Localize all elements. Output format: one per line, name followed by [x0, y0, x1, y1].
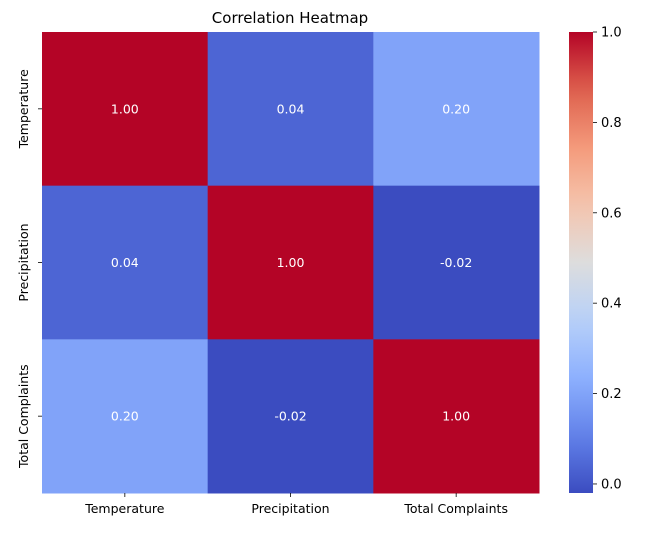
cell-value-label: 1.00: [442, 409, 470, 424]
x-tick-label: Total Complaints: [403, 501, 508, 516]
y-tick-label: Total Complaints: [16, 364, 31, 469]
cell-value-label: -0.02: [274, 409, 306, 424]
colorbar-tick-label: 1.0: [601, 26, 622, 41]
cell-value-label: 0.20: [111, 409, 139, 424]
cell-value-label: 0.04: [277, 101, 305, 116]
heatmap-cell: [42, 339, 209, 494]
heatmap-cell: [207, 32, 374, 187]
heatmap-cells: 1.00 0.04 0.20 0.04 1.00 -0.02 0.20 -0.02 1.00: [42, 32, 540, 494]
colorbar: [569, 32, 593, 493]
heatmap-cell: [373, 339, 540, 494]
colorbar-axis: 0.0 0.2 0.4 0.6 0.8 1.0: [593, 26, 622, 492]
colorbar-tick-label: 0.2: [601, 387, 622, 402]
colorbar-tick-label: 0.0: [601, 477, 622, 492]
chart-title: Correlation Heatmap: [212, 9, 368, 27]
cell-value-label: 0.04: [111, 255, 139, 270]
colorbar-tick-label: 0.6: [601, 206, 622, 221]
cell-value-label: 1.00: [111, 101, 139, 116]
x-axis: Temperature Precipitation Total Complaints: [84, 493, 508, 516]
heatmap-cell: [373, 32, 540, 187]
heatmap-cell: [373, 185, 540, 340]
heatmap-cell: [42, 185, 209, 340]
x-tick-label: Temperature: [84, 501, 164, 516]
heatmap-cell: [207, 339, 374, 494]
colorbar-tick-label: 0.4: [601, 297, 622, 312]
y-axis: Temperature Precipitation Total Complaints: [16, 69, 42, 469]
cell-value-label: -0.02: [440, 255, 472, 270]
x-tick-label: Precipitation: [251, 501, 329, 516]
y-tick-label: Precipitation: [16, 223, 31, 301]
heatmap-cell: [42, 32, 209, 187]
colorbar-tick-label: 0.8: [601, 116, 622, 131]
heatmap-cell: [207, 185, 374, 340]
cell-value-label: 0.20: [442, 101, 470, 116]
cell-value-label: 1.00: [277, 255, 305, 270]
y-tick-label: Temperature: [16, 69, 31, 149]
